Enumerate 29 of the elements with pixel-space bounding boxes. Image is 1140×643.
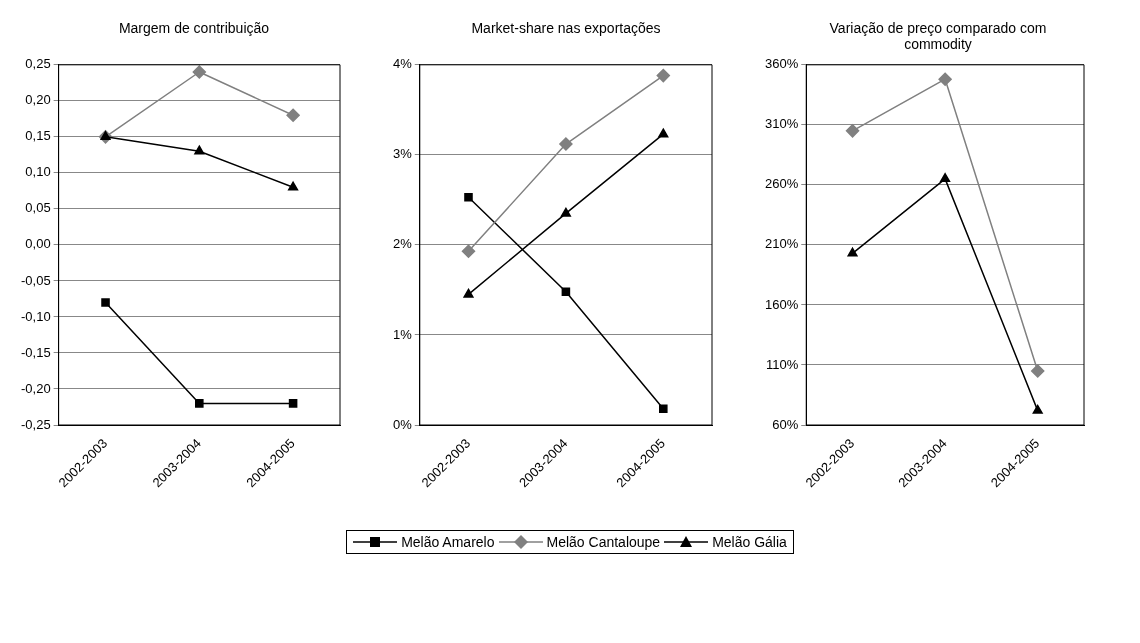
y-tick-label: 360% [765,56,799,72]
y-tick-label: -0,10 [20,308,51,324]
y-tick-label: 0,10 [25,164,51,180]
y-tick-label: 0,00 [25,236,51,252]
legend-label: Melão Amarelo [401,534,495,550]
y-tick-label: -0,25 [20,416,51,432]
y-tick-label: 2% [392,236,413,252]
y-tick-label: 0,15 [25,128,51,144]
y-tick-label: 0,20 [25,92,51,108]
y-tick-label: 4% [392,56,413,72]
y-tick-label: 60% [772,416,799,432]
y-tick-label: 260% [765,176,799,192]
chart-title: Market-share nas exportações [470,19,662,38]
y-tick-label: 110% [765,356,799,372]
chart-title: Variação de preço comparado com commodity [828,19,1048,54]
y-tick-label: -0,05 [20,272,51,288]
chart-title: Margem de contribuição [117,19,271,38]
y-tick-label: 1% [392,326,413,342]
y-tick-label: 310% [765,116,799,132]
legend-label: Melão Cantaloupe [546,534,661,550]
y-tick-label: 0,25 [25,56,51,72]
y-tick-label: 3% [392,146,413,162]
legend-label: Melão Gália [712,534,787,550]
y-tick-label: 160% [765,296,799,312]
y-tick-label: 210% [765,236,799,252]
y-tick-label: -0,15 [20,344,51,360]
y-tick-label: 0% [392,416,413,432]
y-tick-label: -0,20 [20,380,51,396]
y-tick-label: 0,05 [25,200,51,216]
